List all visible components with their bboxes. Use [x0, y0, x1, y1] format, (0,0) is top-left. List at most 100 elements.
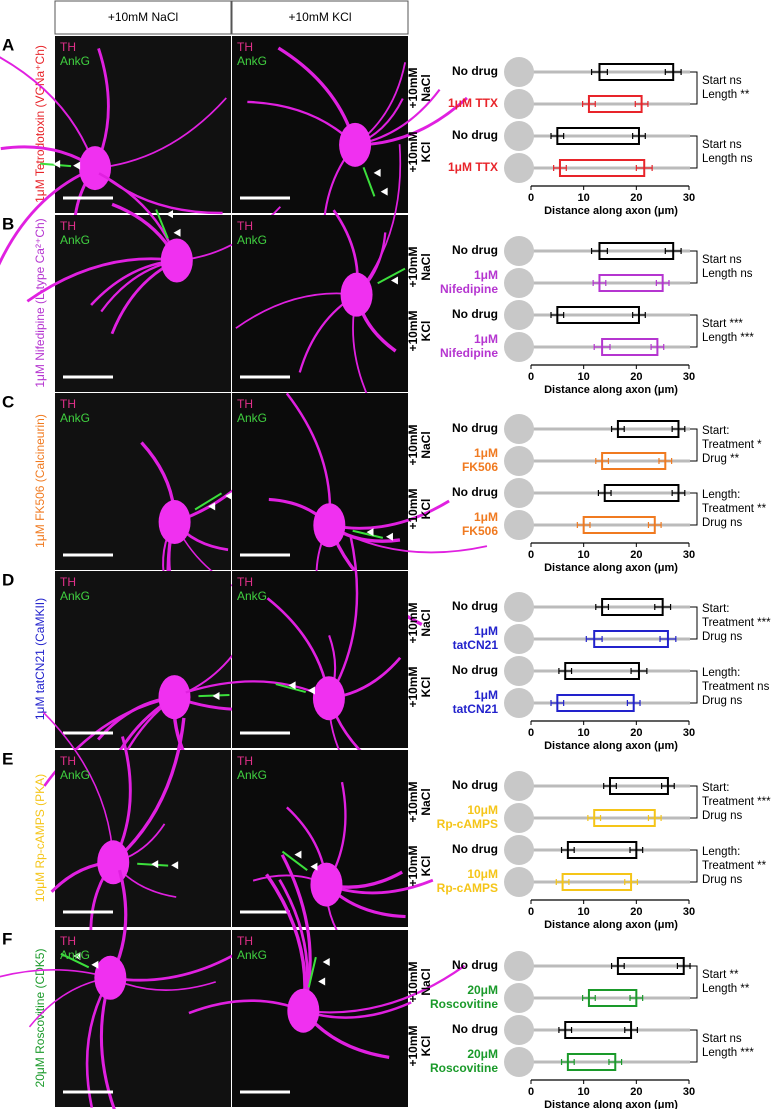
- category-label: tatCN21: [453, 702, 499, 716]
- ais: [352, 529, 384, 539]
- soma-icon: [504, 771, 534, 801]
- image-bg: [55, 393, 231, 570]
- image-label: TH: [60, 397, 76, 411]
- dendrite: [26, 257, 177, 303]
- stat-annotation: Start ***: [702, 318, 743, 330]
- image-label: AnkG: [237, 589, 267, 603]
- ais-bar: [616, 420, 680, 438]
- ais: [60, 952, 90, 969]
- stat-annotation: Length ns: [702, 153, 753, 165]
- stat-annotation: Treatment ***: [702, 617, 771, 629]
- arrowhead: [322, 958, 330, 967]
- group-label: +10mM: [406, 1025, 420, 1066]
- ais-bar: [601, 598, 664, 616]
- soma-icon: [504, 478, 534, 508]
- stat-bracket: [690, 606, 698, 640]
- panel-letter: F: [2, 929, 12, 948]
- x-tick-label: 0: [528, 371, 534, 383]
- x-tick-label: 30: [683, 727, 695, 739]
- panel-letter: C: [2, 392, 14, 411]
- group-label: +10mM: [406, 67, 420, 108]
- x-axis-title: Distance along axon (μm): [544, 919, 678, 931]
- x-tick-label: 30: [683, 906, 695, 918]
- category-label: 1μM: [474, 624, 498, 638]
- image-label: AnkG: [237, 233, 267, 247]
- ais-bar: [598, 274, 664, 292]
- x-tick-label: 0: [528, 549, 534, 561]
- soma: [158, 675, 191, 720]
- x-tick-label: 10: [578, 727, 590, 739]
- ais-bar: [587, 95, 643, 113]
- stat-annotation: Treatment **: [702, 860, 767, 872]
- category-label: 20μM: [467, 1047, 498, 1061]
- group-label: +10mM: [406, 666, 420, 707]
- x-tick-label: 10: [578, 906, 590, 918]
- image-label: AnkG: [237, 411, 267, 425]
- x-axis-title: Distance along axon (μm): [544, 740, 678, 752]
- image-label: TH: [237, 754, 253, 768]
- category-label: 1μM: [474, 268, 498, 282]
- arrowhead: [380, 187, 388, 196]
- stat-annotation: Treatment ***: [702, 796, 771, 808]
- image-label: AnkG: [60, 768, 90, 782]
- x-tick-label: 0: [528, 192, 534, 204]
- category-label: No drug: [452, 599, 498, 613]
- soma: [160, 238, 193, 283]
- panel-letter: E: [2, 749, 13, 768]
- stat-bracket: [690, 785, 698, 819]
- group-label: +10mM: [406, 246, 420, 287]
- image-bg: [55, 571, 231, 748]
- stat-bracket: [690, 670, 698, 704]
- category-label: Rp-cAMPS: [437, 881, 498, 895]
- group-label: +10mM: [406, 424, 420, 465]
- ais-bar: [598, 242, 675, 260]
- group-label: NaCl: [419, 431, 433, 458]
- stat-annotation: Length **: [702, 89, 750, 101]
- category-label: No drug: [452, 307, 498, 321]
- soma-icon: [504, 835, 534, 865]
- arrowhead: [390, 276, 398, 285]
- ais: [281, 850, 308, 871]
- ais-bar: [616, 957, 685, 975]
- category-label: tatCN21: [453, 638, 499, 652]
- group-label: +10mM: [406, 488, 420, 529]
- x-tick-label: 20: [630, 727, 642, 739]
- group-label: +10mM: [406, 131, 420, 172]
- arrowhead: [208, 502, 216, 511]
- image-bg: [232, 215, 408, 392]
- x-axis-title: Distance along axon (μm): [544, 205, 678, 217]
- x-tick-label: 30: [683, 1086, 695, 1098]
- soma-icon: [504, 951, 534, 981]
- x-tick-label: 0: [528, 727, 534, 739]
- group-label: NaCl: [419, 788, 433, 815]
- ais-bar: [598, 63, 675, 81]
- image-label: TH: [237, 934, 253, 948]
- image-label: TH: [60, 575, 76, 589]
- stat-annotation: Drug ns: [702, 631, 743, 643]
- group-label: KCl: [419, 142, 433, 163]
- stat-annotation: Length ***: [702, 332, 754, 344]
- soma: [312, 676, 345, 721]
- stat-bracket: [690, 849, 698, 883]
- category-label: Roscovitine: [430, 997, 498, 1011]
- stat-annotation: Treatment *: [702, 439, 762, 451]
- x-axis-title: Distance along axon (μm): [544, 562, 678, 574]
- soma-icon: [504, 803, 534, 833]
- stat-bracket: [690, 250, 698, 284]
- soma-icon: [504, 57, 534, 87]
- category-label: 1μM TTX: [448, 96, 498, 110]
- x-tick-label: 10: [578, 192, 590, 204]
- soma-icon: [504, 414, 534, 444]
- category-label: No drug: [452, 1022, 498, 1036]
- arrowhead: [310, 862, 318, 871]
- arrowhead: [53, 160, 61, 169]
- stat-annotation: Start **: [702, 969, 739, 981]
- soma: [339, 122, 372, 167]
- image-label: TH: [237, 575, 253, 589]
- ais-bar: [603, 484, 680, 502]
- arrowhead: [225, 491, 233, 500]
- image-label: AnkG: [237, 54, 267, 68]
